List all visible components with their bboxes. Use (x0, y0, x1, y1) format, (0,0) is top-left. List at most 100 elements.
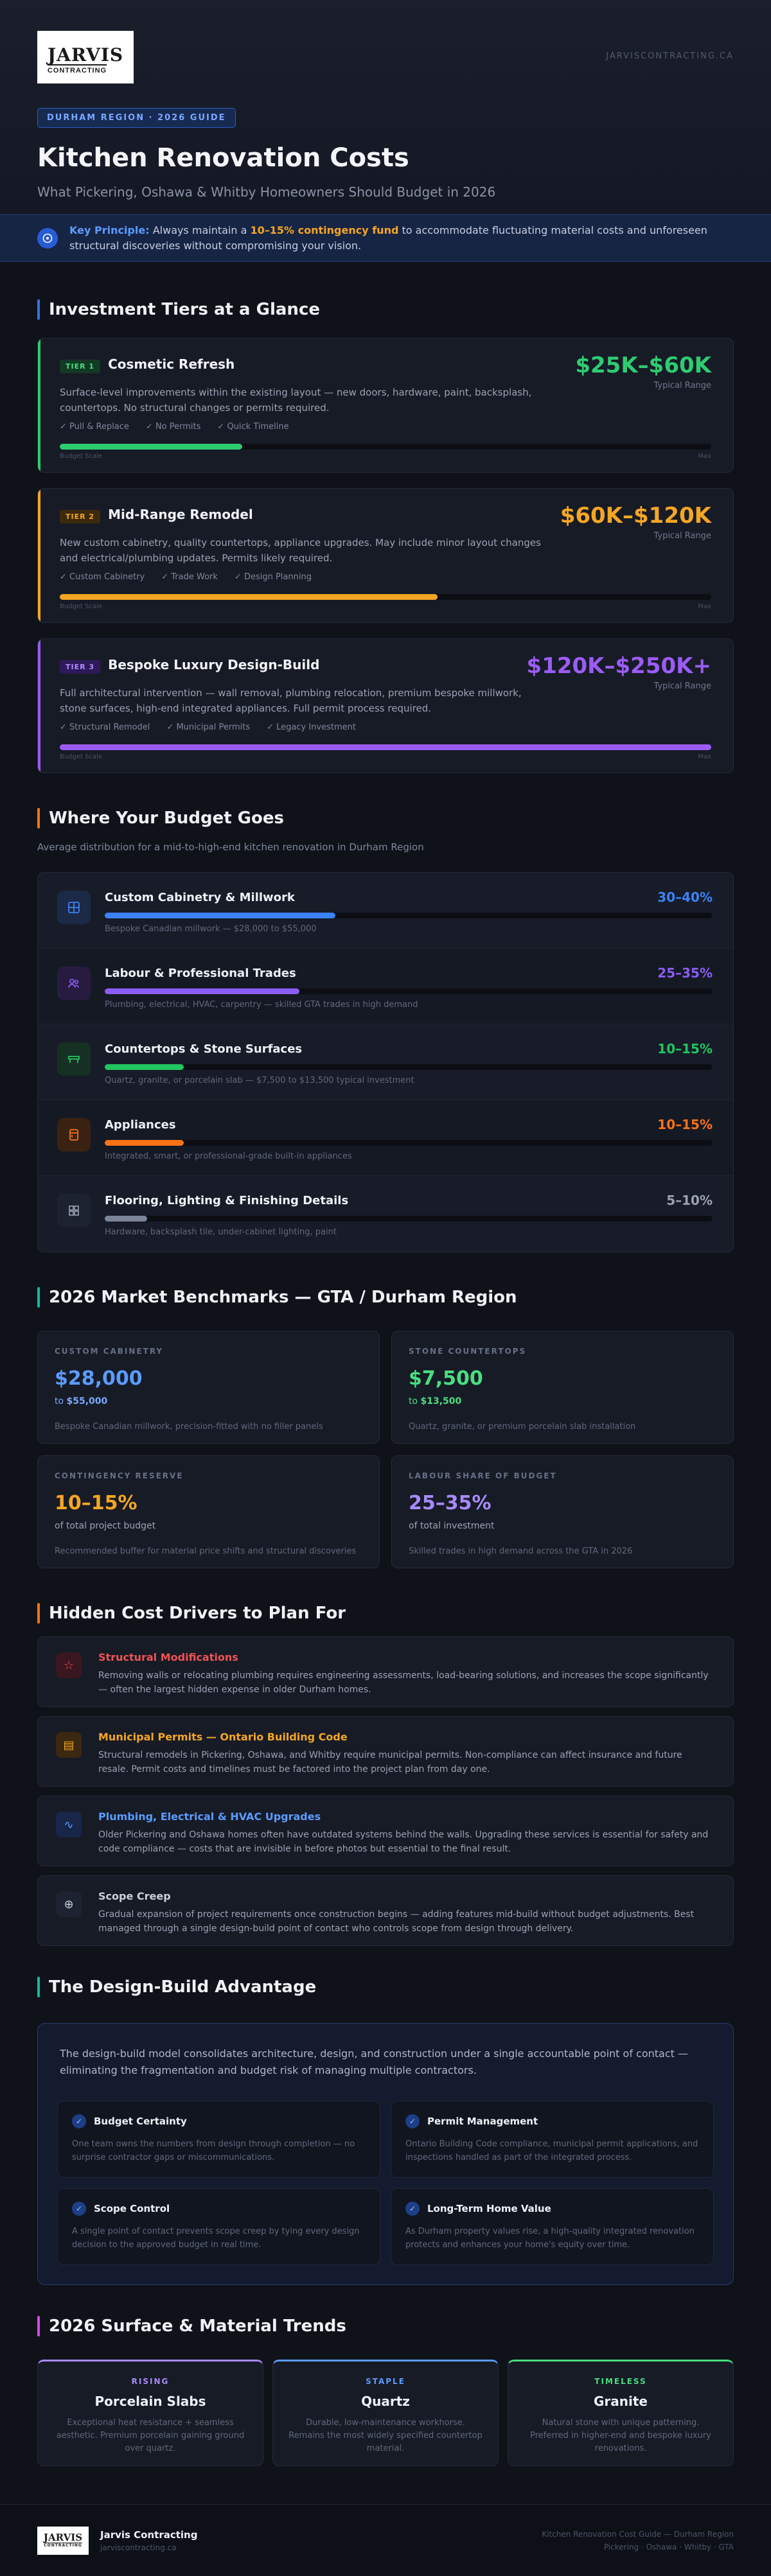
site-url[interactable]: JARVISCONTRACTING.CA (606, 51, 734, 61)
tier-description: New custom cabinetry, quality countertop… (60, 537, 541, 564)
pulse-icon: ∿ (56, 1812, 82, 1837)
tier-feature: ✓ Legacy Investment (267, 723, 357, 732)
advantage-title: Permit Management (427, 2116, 538, 2127)
hidden-cost-description: Structural remodels in Pickering, Oshawa… (98, 1750, 682, 1774)
benchmark-range-value: $13,500 (420, 1396, 462, 1406)
section-accent-bar (37, 1603, 40, 1624)
budget-row: Appliances 10–15% Integrated, smart, or pr… (38, 1100, 733, 1176)
tier-feature: ✓ Trade Work (161, 572, 218, 582)
advantage-card: ✓ Permit Management Ontario Building Code … (391, 2101, 714, 2178)
budget-fill (105, 1140, 184, 1146)
advantage-title: Long-Term Home Value (427, 2203, 551, 2214)
advantage-title: Scope Control (94, 2203, 170, 2214)
budget-row: Labour & Professional Trades 25–35% Plumbi… (38, 949, 733, 1024)
budget-percentage: 10–15% (657, 1041, 713, 1056)
check-icon: ✓ (405, 2202, 420, 2216)
advantage-card: ✓ Scope Control A single point of contact … (57, 2188, 380, 2265)
footer-guide-title: Kitchen Renovation Cost Guide — Durham R… (542, 2529, 734, 2539)
scale-min-label: Budget Scale (60, 753, 103, 760)
budget-category-label: Custom Cabinetry & Millwork (105, 891, 295, 904)
trend-material: Quartz (361, 2394, 410, 2409)
budget-percentage: 5–10% (666, 1193, 713, 1208)
budget-category-label: Countertops & Stone Surfaces (105, 1042, 303, 1056)
benchmark-label: CONTINGENCY RESERVE (55, 1471, 184, 1480)
tiers-list: TIER 1 Cosmetic Refresh $25K–$60K Typical R… (37, 338, 734, 773)
trends-grid: RISING Porcelain Slabs Exceptional heat re… (37, 2360, 734, 2466)
budget-track (105, 913, 713, 918)
check-icon: ✓ (405, 2114, 420, 2128)
benchmark-note: Skilled trades in high demand across the… (409, 1546, 633, 1556)
tier-feature: ✓ Pull & Replace (60, 422, 129, 432)
footer-logo-sub: CONTRACTING (44, 2543, 82, 2548)
tier-description: Surface-level improvements within the ex… (60, 387, 532, 414)
benchmark-card: STONE COUNTERTOPS $7,500 to $13,500 Quartz,… (391, 1331, 734, 1444)
scale-max-label: Max (698, 453, 711, 460)
page-subtitle: What Pickering, Oshawa & Whitby Homeowne… (37, 184, 496, 200)
benchmark-note: Bespoke Canadian millwork, precision-fit… (55, 1422, 323, 1432)
design-build-grid: ✓ Budget Certainty One team owns the numbe… (57, 2101, 714, 2265)
footer-areas: Pickering · Oshawa · Whitby · GTA (603, 2542, 734, 2552)
section-heading: Hidden Cost Drivers to Plan For (37, 1600, 734, 1626)
appliance-icon (57, 1118, 91, 1152)
tier-feature: ✓ Design Planning (234, 572, 312, 582)
benchmark-value: $7,500 (409, 1367, 483, 1390)
tier-tag: TIER 2 (60, 510, 101, 523)
trend-description: Exceptional heat resistance + seamless a… (56, 2418, 245, 2453)
tier-accent-edge (38, 639, 40, 773)
benchmark-note: Quartz, granite, or premium porcelain sl… (409, 1422, 636, 1432)
countertop-icon (57, 1042, 91, 1076)
tier-name: Cosmetic Refresh (108, 356, 235, 372)
footer-company-name: Jarvis Contracting (100, 2528, 198, 2541)
tier-name: Mid-Range Remodel (108, 507, 253, 522)
benchmarks-section: 2026 Market Benchmarks — GTA / Durham Re… (0, 1252, 771, 1568)
tier-card: TIER 1 Cosmetic Refresh $25K–$60K Typical R… (37, 338, 734, 473)
grid-icon (57, 1194, 91, 1227)
region-badge: DURHAM REGION · 2026 GUIDE (37, 108, 236, 128)
benchmark-label: STONE COUNTERTOPS (409, 1347, 527, 1356)
section-heading: 2026 Surface & Material Trends (37, 2313, 734, 2339)
budget-fill (105, 1064, 184, 1070)
hidden-cost-card: ☆ Structural Modifications Removing walls … (37, 1636, 734, 1707)
tier-card: TIER 3 Bespoke Luxury Design-Build $120K–$… (37, 638, 734, 773)
company-logo[interactable]: JARVIS CONTRACTING (37, 31, 134, 83)
budget-track (105, 1140, 713, 1146)
advantage-header: ✓ Budget Certainty (72, 2114, 366, 2128)
tier-budget-track (60, 744, 711, 750)
budget-percentage: 30–40% (657, 889, 713, 905)
advantage-header: ✓ Scope Control (72, 2202, 366, 2216)
tier-price: $60K–$120K (560, 503, 711, 529)
benchmark-range: of total project budget (55, 1521, 362, 1531)
logo-word: JARVIS (47, 44, 124, 66)
key-principle-banner: Key Principle: Always maintain a 10–15% … (0, 215, 771, 262)
section-title: Hidden Cost Drivers to Plan For (49, 1604, 346, 1623)
benchmark-card: CUSTOM CABINETRY $28,000 to $55,000 Bespoke… (37, 1331, 380, 1444)
tier-price: $120K–$250K+ (526, 653, 711, 679)
footer-logo[interactable]: JARVIS CONTRACTING (37, 2526, 89, 2555)
budget-section: Where Your Budget Goes Average distribut… (0, 773, 771, 1252)
advantage-description: Ontario Building Code compliance, munici… (405, 2139, 698, 2162)
benchmark-card: LABOUR SHARE OF BUDGET 25–35% of total inv… (391, 1455, 734, 1568)
design-build-panel: The design-build model consolidates arch… (37, 2023, 734, 2285)
hidden-cost-title: Scope Creep (98, 1890, 171, 1902)
tier-budget-fill (60, 444, 242, 450)
advantage-header: ✓ Long-Term Home Value (405, 2202, 699, 2216)
hidden-cost-title: Structural Modifications (98, 1651, 238, 1663)
check-icon: ✓ (72, 2202, 86, 2216)
budget-category-label: Labour & Professional Trades (105, 967, 296, 980)
benchmark-value: $28,000 (55, 1367, 143, 1390)
footer-brand: JARVIS CONTRACTING Jarvis Contracting ja… (37, 2526, 198, 2555)
footer-site[interactable]: jarviscontracting.ca (100, 2543, 177, 2552)
budget-category-label: Appliances (105, 1118, 176, 1132)
advantage-card: ✓ Budget Certainty One team owns the numbe… (57, 2101, 380, 2178)
trend-card: RISING Porcelain Slabs Exceptional heat re… (37, 2360, 263, 2466)
logo-text: JARVIS CONTRACTING (47, 44, 124, 74)
section-title: Where Your Budget Goes (49, 809, 284, 828)
section-heading: The Design-Build Advantage (37, 1974, 734, 2000)
benchmark-range: of total investment (409, 1521, 716, 1531)
tier-feature: ✓ Structural Remodel (60, 723, 150, 732)
footer-logo-word: JARVIS (43, 2532, 83, 2543)
benchmark-card: CONTINGENCY RESERVE 10–15% of total projec… (37, 1455, 380, 1568)
benchmark-range-value: $55,000 (66, 1396, 108, 1406)
budget-row: Countertops & Stone Surfaces 10–15% Quartz… (38, 1024, 733, 1100)
tier-scale: Budget Scale Max (60, 603, 711, 610)
